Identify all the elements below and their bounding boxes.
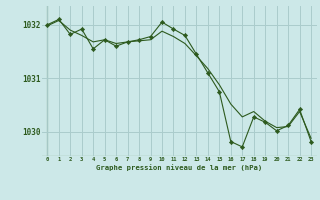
X-axis label: Graphe pression niveau de la mer (hPa): Graphe pression niveau de la mer (hPa)	[96, 164, 262, 171]
